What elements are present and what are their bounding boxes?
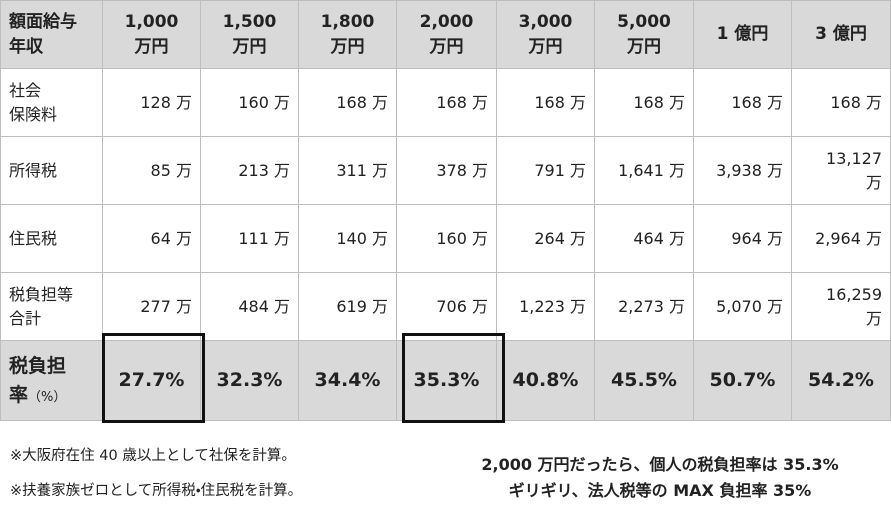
note: ※大阪府在住 40 歳以上として社保を計算。 <box>10 448 296 464</box>
header-cell: 額面給与 年収 <box>0 0 103 69</box>
cell: 168 万 <box>791 68 891 137</box>
cell: 111 万 <box>200 204 299 273</box>
header-cell: 1,500 万円 <box>200 0 299 69</box>
cell: 277 万 <box>102 272 201 341</box>
cell: 140 万 <box>298 204 397 273</box>
cell: 1,641 万 <box>594 136 694 205</box>
cell: 964 万 <box>693 204 792 273</box>
cell: 791 万 <box>496 136 595 205</box>
header-cell: 3,000 万円 <box>496 0 595 69</box>
cell: 16,259 万 <box>791 272 891 341</box>
table-body: 社会 保険料 128 万 160 万 168 万 168 万 168 万 168 万 168 … <box>0 68 891 421</box>
cell: 2,964 万 <box>791 204 891 273</box>
cell: 64 万 <box>102 204 201 273</box>
cell: 85 万 <box>102 136 201 205</box>
conclusion: 2,000 万円だったら、個人の税負担率は 35.3% <box>481 455 839 474</box>
header-cell: 1,000 万円 <box>102 0 201 69</box>
cell: 311 万 <box>298 136 397 205</box>
table-row: 所得税 85 万 213 万 311 万 378 万 791 万 1,641 万 3,938 … <box>0 136 891 205</box>
rate-row: 税負担 率（%） 27.7% 32.3% 34.4% 35.3% 40.8% 45.5% 50… <box>0 340 891 421</box>
cell: 1,223 万 <box>496 272 595 341</box>
table-row: 税負担等 合計 277 万 484 万 619 万 706 万 1,223 万 2,273 … <box>0 272 891 341</box>
header-cell: 1 億円 <box>693 0 792 69</box>
highlight-box <box>402 333 505 423</box>
row-label: 住民税 <box>0 204 103 273</box>
cell: 160 万 <box>396 204 497 273</box>
cell: 168 万 <box>594 68 694 137</box>
cell: 13,127 万 <box>791 136 891 205</box>
cell: 619 万 <box>298 272 397 341</box>
rate-label-text: 税負担 率 <box>9 355 67 406</box>
cell: 264 万 <box>496 204 595 273</box>
cell: 484 万 <box>200 272 299 341</box>
rate-cell: 54.2% <box>791 340 891 421</box>
rate-cell: 34.4% <box>298 340 397 421</box>
rate-cell: 50.7% <box>693 340 792 421</box>
cell: 128 万 <box>102 68 201 137</box>
rate-cell: 35.3% <box>396 340 497 421</box>
cell: 5,070 万 <box>693 272 792 341</box>
header-cell: 3 億円 <box>791 0 891 69</box>
cell: 706 万 <box>396 272 497 341</box>
header-row: 額面給与 年収 1,000 万円 1,500 万円 1,800 万円 2,000 万円 3… <box>0 0 891 69</box>
cell: 168 万 <box>496 68 595 137</box>
note: ※扶養家族ゼロとして所得税・住民税を計算。 <box>10 483 303 499</box>
header-cell: 5,000 万円 <box>594 0 694 69</box>
rate-label: 税負担 率（%） <box>0 340 103 421</box>
header-cell: 1,800 万円 <box>298 0 397 69</box>
row-label: 税負担等 合計 <box>0 272 103 341</box>
tax-table: 額面給与 年収 1,000 万円 1,500 万円 1,800 万円 2,000 万円 3… <box>0 0 891 421</box>
rate-cell: 40.8% <box>496 340 595 421</box>
table-row: 住民税 64 万 111 万 140 万 160 万 264 万 464 万 964 万 2,9… <box>0 204 891 273</box>
rate-cell: 45.5% <box>594 340 694 421</box>
cell: 160 万 <box>200 68 299 137</box>
header-cell: 2,000 万円 <box>396 0 497 69</box>
cell: 2,273 万 <box>594 272 694 341</box>
cell: 168 万 <box>298 68 397 137</box>
cell: 378 万 <box>396 136 497 205</box>
cell: 3,938 万 <box>693 136 792 205</box>
cell: 168 万 <box>396 68 497 137</box>
cell: 213 万 <box>200 136 299 205</box>
rate-cell: 32.3% <box>200 340 299 421</box>
conclusion: ギリギリ、法人税等の MAX 負担率 35% <box>508 481 812 500</box>
table-row: 社会 保険料 128 万 160 万 168 万 168 万 168 万 168 万 168 … <box>0 68 891 137</box>
highlight-box <box>102 333 205 423</box>
cell: 464 万 <box>594 204 694 273</box>
rate-unit: （%） <box>28 389 67 405</box>
row-label: 社会 保険料 <box>0 68 103 137</box>
row-label: 所得税 <box>0 136 103 205</box>
cell: 168 万 <box>693 68 792 137</box>
